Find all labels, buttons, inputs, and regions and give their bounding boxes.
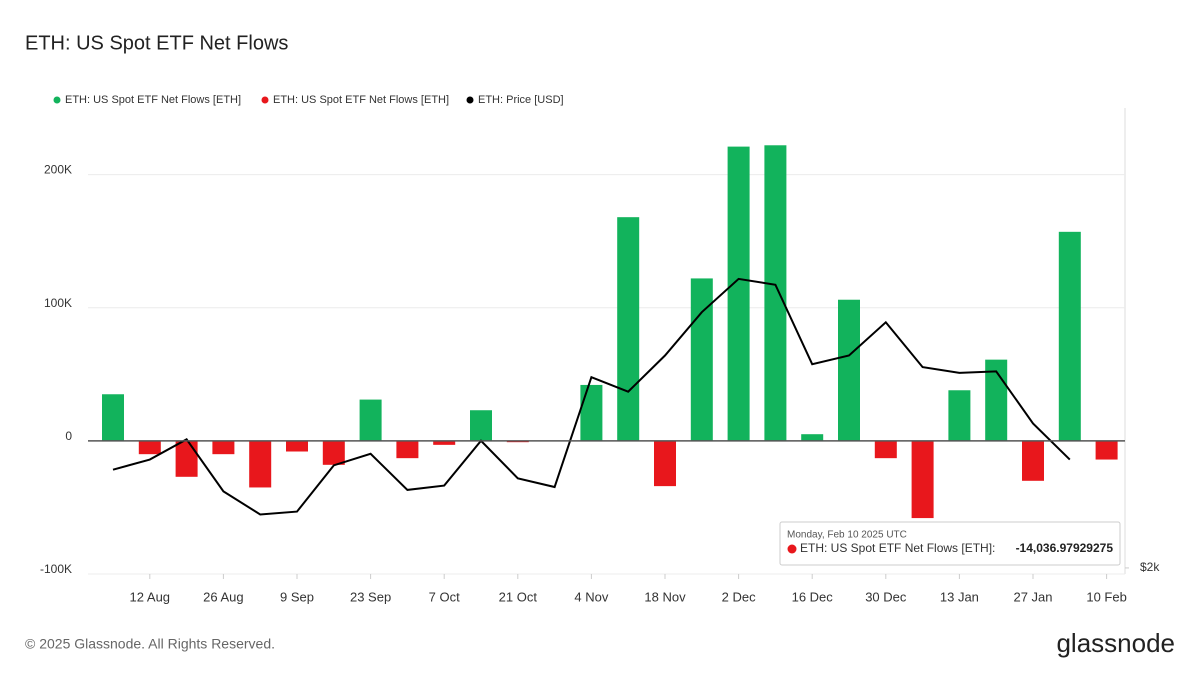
tooltip-marker bbox=[787, 544, 797, 554]
bar bbox=[249, 440, 272, 488]
logo: glassnode bbox=[1056, 628, 1175, 658]
bar bbox=[433, 440, 456, 445]
legend-label: ETH: US Spot ETF Net Flows [ETH] bbox=[65, 94, 241, 106]
y-tick-label: 0 bbox=[65, 429, 72, 443]
chart-title: ETH: US Spot ETF Net Flows bbox=[25, 32, 288, 54]
legend-label: ETH: Price [USD] bbox=[478, 94, 564, 106]
legend-marker bbox=[53, 96, 61, 104]
y-tick-label: 100K bbox=[44, 296, 72, 310]
price-line bbox=[112, 277, 1071, 516]
bar bbox=[1022, 440, 1044, 481]
x-tick-label: 30 Dec bbox=[865, 589, 907, 604]
bar bbox=[690, 278, 713, 441]
y2-tick-label: $2k bbox=[1140, 560, 1160, 574]
x-tick-label: 21 Oct bbox=[499, 589, 538, 604]
x-tick-label: 2 Dec bbox=[722, 589, 756, 604]
bar bbox=[764, 145, 787, 441]
bar bbox=[322, 440, 345, 465]
tooltip-date: Monday, Feb 10 2025 UTC bbox=[787, 530, 907, 541]
bar bbox=[654, 440, 676, 487]
y-tick-label: 200K bbox=[44, 163, 72, 177]
bar bbox=[212, 440, 235, 455]
footer: © 2025 Glassnode. All Rights Reserved. bbox=[25, 636, 275, 652]
plot-area: -100K 0 100K 200K $2k 12 Aug 26 Aug 9 Sep 23 Sep… bbox=[40, 145, 1160, 604]
x-tick-label: 27 Jan bbox=[1013, 589, 1052, 604]
bar bbox=[948, 390, 971, 441]
x-tick-label: 26 Aug bbox=[203, 589, 244, 604]
tooltip-series: ETH: US Spot ETF Net Flows [ETH]: bbox=[800, 541, 995, 555]
bar bbox=[838, 299, 860, 441]
bar bbox=[617, 217, 640, 441]
x-tick-label: 18 Nov bbox=[644, 589, 686, 604]
bar bbox=[911, 440, 934, 519]
bar bbox=[359, 399, 382, 441]
x-tick-label: 9 Sep bbox=[280, 589, 314, 604]
bar bbox=[470, 410, 492, 441]
bar bbox=[396, 440, 419, 459]
bar bbox=[1095, 440, 1118, 460]
bar bbox=[1058, 231, 1081, 441]
bar bbox=[175, 440, 198, 477]
bar bbox=[138, 440, 161, 455]
overlay: ETH: US Spot ETF Net Flows [ETH] ETH: US … bbox=[53, 94, 1121, 566]
x-tick-label: 10 Feb bbox=[1086, 589, 1126, 604]
tooltip-box bbox=[779, 521, 1121, 566]
x-tick-label: 23 Sep bbox=[350, 589, 391, 604]
bar bbox=[727, 146, 750, 441]
x-tick-label: 7 Oct bbox=[429, 589, 460, 604]
x-tick-label: 12 Aug bbox=[130, 589, 171, 604]
bar bbox=[874, 440, 897, 459]
tooltip-value: -14,036.97929275 bbox=[1016, 541, 1114, 555]
bar bbox=[580, 384, 603, 441]
bar bbox=[801, 434, 824, 441]
legend-label: ETH: US Spot ETF Net Flows [ETH] bbox=[273, 94, 449, 106]
x-tick-label: 4 Nov bbox=[574, 589, 608, 604]
bar bbox=[286, 440, 308, 452]
y-tick-label: -100K bbox=[40, 562, 72, 576]
x-tick-label: 16 Dec bbox=[792, 589, 834, 604]
bar bbox=[102, 394, 124, 441]
legend-marker bbox=[466, 96, 474, 104]
x-tick-label: 13 Jan bbox=[940, 589, 979, 604]
legend-marker bbox=[261, 96, 269, 104]
